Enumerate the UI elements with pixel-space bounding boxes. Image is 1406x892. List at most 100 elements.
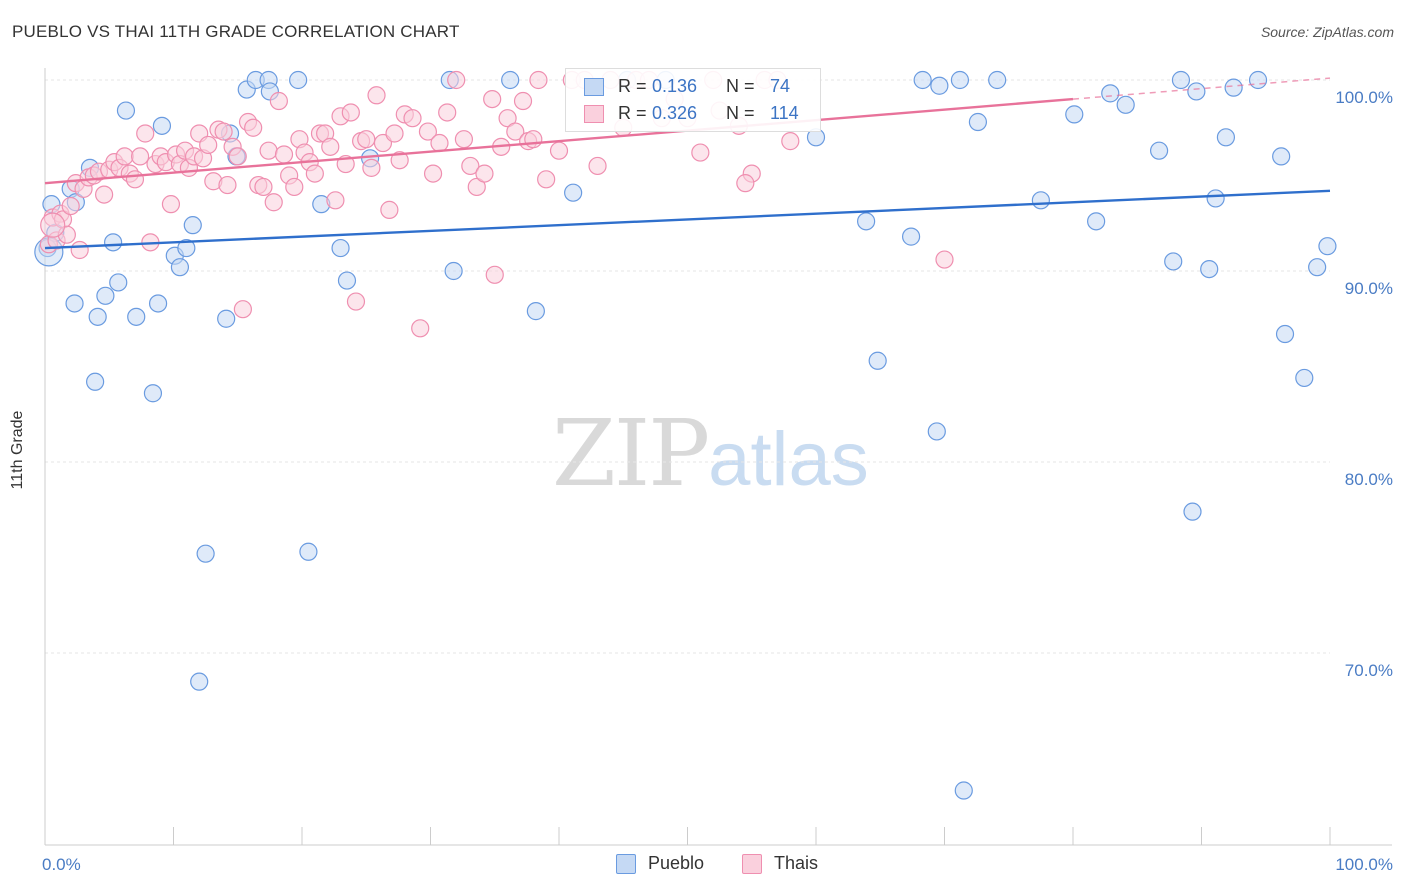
data-point-pueblo [1164, 252, 1183, 271]
data-point-thais [390, 151, 409, 170]
legend-r-value: 0.326 [652, 103, 698, 123]
data-point-pueblo [1187, 82, 1206, 101]
data-point-thais [161, 195, 181, 214]
data-point-pueblo [88, 307, 107, 326]
data-point-pueblo [217, 309, 236, 328]
trend-line-pueblo [44, 189, 1331, 250]
data-point-pueblo [196, 544, 215, 563]
data-point-thais [61, 196, 80, 216]
data-point-thais [549, 141, 569, 160]
data-point-thais [367, 86, 386, 105]
data-point-pueblo [857, 212, 876, 231]
data-point-thais [506, 122, 525, 141]
data-point-thais [274, 145, 294, 164]
x-tick-label: 100.0% [1335, 855, 1393, 874]
data-point-thais [214, 122, 233, 141]
watermark: ZIPatlas [552, 400, 869, 507]
data-point-pueblo [65, 294, 84, 313]
data-point-pueblo [901, 227, 921, 246]
data-point-thais [485, 265, 504, 284]
trend-lines [44, 77, 1331, 250]
data-point-thais [418, 122, 438, 141]
data-point-pueblo [868, 351, 887, 370]
data-point-thais [357, 130, 376, 149]
bottom-legend-label-pueblo: Pueblo [648, 853, 705, 873]
data-point-pueblo [1275, 324, 1295, 344]
data-point-pueblo [930, 76, 949, 95]
data-point-thais [454, 130, 474, 149]
data-point-pueblo [927, 422, 946, 441]
y-tick-label: 100.0% [1335, 88, 1393, 107]
data-point-thais [524, 130, 543, 149]
data-point-thais [411, 319, 430, 338]
data-point-pueblo [526, 302, 545, 321]
data-point-thais [467, 177, 486, 197]
data-point-pueblo [1101, 84, 1120, 103]
y-tick-labels: 100.0% 90.0% 80.0% 70.0% [1335, 88, 1393, 680]
data-point-thais [228, 147, 247, 166]
legend-n-label: N = [726, 76, 755, 96]
data-point-pueblo [96, 286, 115, 305]
data-point-pueblo [289, 70, 308, 90]
data-point-pueblo [968, 112, 988, 132]
y-tick-label: 80.0% [1345, 470, 1393, 489]
data-point-thais [285, 177, 304, 197]
watermark-zip: ZIP [552, 400, 710, 507]
data-point-thais [483, 89, 502, 109]
data-point-thais [346, 292, 366, 311]
data-point-pueblo [913, 70, 932, 90]
data-point-thais [781, 132, 800, 151]
legend-r-label: R = [618, 76, 647, 96]
data-point-pueblo [152, 116, 172, 135]
data-point-thais [461, 156, 480, 176]
data-point-pueblo [1087, 212, 1106, 231]
data-point-pueblo [127, 307, 146, 326]
data-point-pueblo [954, 781, 973, 800]
data-point-thais [218, 175, 237, 195]
data-point-thais [130, 147, 150, 166]
data-point-pueblo [109, 273, 128, 292]
data-point-pueblo [1224, 78, 1243, 97]
bottom-legend-swatch-thais [742, 854, 762, 874]
data-point-pueblo [1308, 258, 1327, 277]
data-point-thais [115, 147, 134, 166]
data-point-thais [326, 191, 345, 210]
data-point-pueblo [183, 216, 202, 235]
data-point-thais [385, 124, 404, 143]
watermark-atlas: atlas [708, 417, 869, 502]
data-point-thais [199, 135, 218, 155]
data-point-thais [305, 164, 324, 183]
data-point-thais [380, 200, 399, 219]
data-point-pueblo [331, 238, 350, 258]
data-point-pueblo [148, 294, 168, 313]
data-point-pueblo [143, 384, 163, 403]
data-point-pueblo [564, 183, 583, 202]
data-point-thais [244, 118, 263, 137]
data-point-pueblo [104, 233, 123, 252]
data-point-pueblo [1200, 259, 1219, 279]
data-point-pueblo [86, 372, 105, 391]
data-point-pueblo [950, 70, 970, 90]
x-tick-labels: 0.0% 100.0% [42, 855, 1393, 874]
data-point-thais [362, 158, 381, 177]
bottom-legend-label-thais: Thais [774, 853, 819, 873]
bottom-legend-swatch-pueblo [616, 854, 636, 874]
data-point-thais [321, 137, 340, 156]
data-point-thais [233, 300, 252, 319]
trend-line-extension-thais [1072, 77, 1331, 100]
legend-n-label: N = [726, 103, 755, 123]
data-point-pueblo [1116, 95, 1135, 114]
data-point-pueblo [1031, 191, 1050, 210]
legend-n-value: 74 [770, 76, 791, 96]
legend-n-value: 114 [770, 103, 799, 123]
legend-swatch-pueblo [584, 78, 604, 96]
legend-r-value: 0.136 [652, 76, 698, 96]
data-point-pueblo [1183, 502, 1202, 521]
data-point-thais [498, 109, 517, 128]
chart-title: PUEBLO VS THAI 11TH GRADE CORRELATION CH… [12, 22, 460, 41]
data-point-pueblo [1248, 70, 1268, 90]
data-point-thais [125, 170, 145, 189]
source-note: Source: ZipAtlas.com [1260, 24, 1394, 40]
data-point-thais [588, 156, 607, 176]
